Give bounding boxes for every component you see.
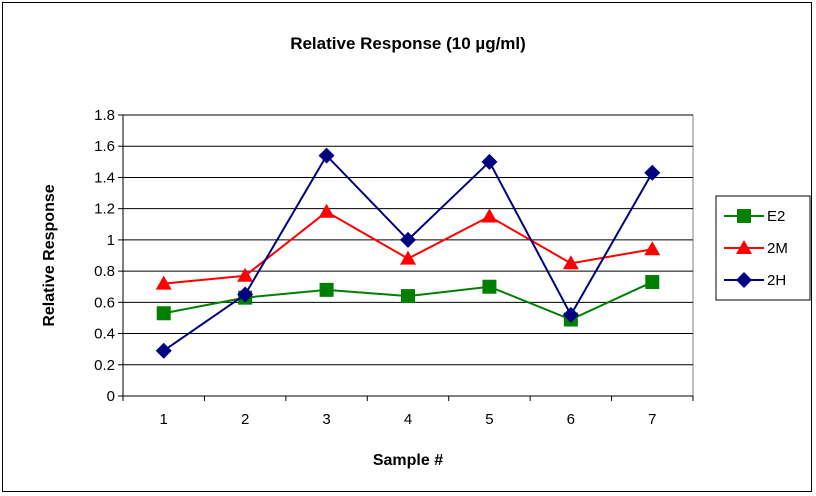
data-point-2m xyxy=(481,208,498,223)
y-tick-label: 1.4 xyxy=(94,169,115,186)
y-tick-label: 0.4 xyxy=(94,326,115,343)
y-tick-label: 1.8 xyxy=(94,107,115,124)
data-point-e2 xyxy=(401,289,415,304)
data-point-e2 xyxy=(482,279,497,294)
x-tick-label: 7 xyxy=(648,411,656,428)
data-point-2m xyxy=(644,241,661,256)
data-point-2m xyxy=(400,250,416,265)
x-tick-label: 2 xyxy=(241,411,249,428)
y-tick-label: 0.6 xyxy=(94,294,115,311)
data-point-2m xyxy=(155,275,172,290)
legend-item-e2: E2 xyxy=(724,208,785,225)
x-tick-label: 5 xyxy=(485,411,493,428)
legend-label: 2M xyxy=(767,240,788,257)
data-point-2m xyxy=(237,267,254,282)
legend-marker xyxy=(736,272,752,288)
series-layer xyxy=(155,147,661,359)
legend: E2 2M 2H xyxy=(715,195,811,301)
data-point-e2 xyxy=(319,282,334,297)
x-tick-label: 6 xyxy=(567,411,575,428)
data-point-2h xyxy=(562,306,579,323)
data-point-2h xyxy=(481,153,498,170)
data-point-2m xyxy=(318,203,335,218)
x-tick-label: 3 xyxy=(322,411,330,428)
x-tick-label: 1 xyxy=(160,411,168,428)
data-point-e2 xyxy=(645,275,660,290)
y-tick-label: 1.2 xyxy=(94,201,115,218)
legend-item-2m: 2M xyxy=(724,240,788,257)
y-tick-label: 1 xyxy=(107,232,115,249)
legend-marker xyxy=(737,209,751,223)
legend-label: 2H xyxy=(767,272,786,289)
data-point-2h xyxy=(400,231,416,248)
data-point-2h xyxy=(237,286,254,303)
data-point-2m xyxy=(562,255,579,270)
y-tick-label: 0.2 xyxy=(94,357,115,374)
x-axis-title: Sample # xyxy=(373,452,443,469)
y-tick-label: 1.6 xyxy=(94,138,115,155)
y-tick-label: 0 xyxy=(107,388,115,405)
legend-marker xyxy=(736,240,752,254)
y-axis-title: Relative Response xyxy=(41,184,58,326)
data-point-2h xyxy=(155,342,172,359)
data-point-e2 xyxy=(156,306,171,321)
legend-label: E2 xyxy=(767,208,785,225)
series-2m xyxy=(155,203,661,290)
x-tick-label: 4 xyxy=(404,411,412,428)
series-2h xyxy=(155,147,661,359)
data-point-2h xyxy=(644,164,661,181)
legend-item-2h: 2H xyxy=(724,272,786,289)
y-tick-label: 0.8 xyxy=(94,263,115,280)
data-point-2h xyxy=(318,147,335,164)
chart-title: Relative Response (10 µg/ml) xyxy=(290,34,526,53)
axes: 0 0.2 0.4 0.6 0.8 1 1.2 1.4 1.6 1.8 1 2 3 4 5 6 7 xyxy=(94,107,694,428)
